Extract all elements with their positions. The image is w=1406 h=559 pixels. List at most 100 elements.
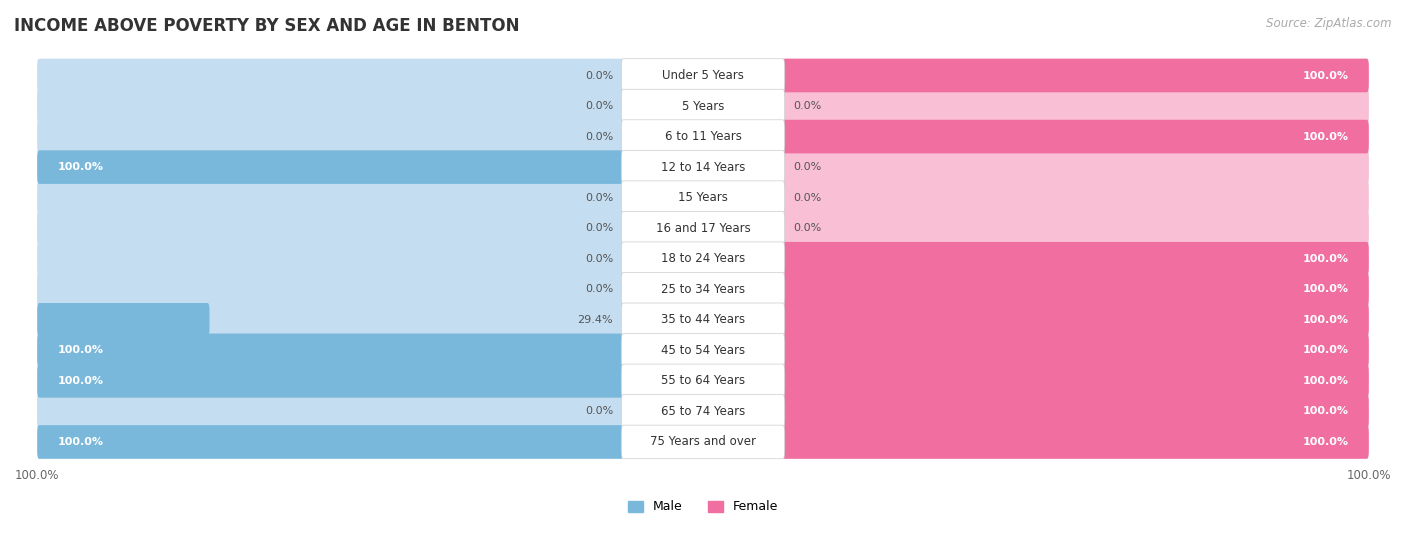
FancyBboxPatch shape — [621, 395, 785, 428]
Text: 0.0%: 0.0% — [585, 131, 613, 141]
Text: 0.0%: 0.0% — [793, 223, 821, 233]
Text: 0.0%: 0.0% — [585, 70, 613, 80]
FancyBboxPatch shape — [37, 303, 623, 337]
Text: 100.0%: 100.0% — [58, 162, 103, 172]
Text: 65 to 74 Years: 65 to 74 Years — [661, 405, 745, 418]
Text: 100.0%: 100.0% — [1303, 70, 1348, 80]
FancyBboxPatch shape — [37, 334, 623, 367]
Bar — [37, 335, 1369, 366]
Text: 0.0%: 0.0% — [793, 162, 821, 172]
FancyBboxPatch shape — [783, 425, 1369, 459]
Bar — [37, 427, 1369, 457]
Text: 0.0%: 0.0% — [585, 223, 613, 233]
FancyBboxPatch shape — [621, 425, 785, 459]
Bar — [37, 152, 1369, 182]
FancyBboxPatch shape — [783, 303, 1369, 337]
Bar — [37, 244, 1369, 274]
FancyBboxPatch shape — [783, 395, 1369, 428]
FancyBboxPatch shape — [621, 242, 785, 276]
FancyBboxPatch shape — [783, 242, 1369, 276]
FancyBboxPatch shape — [37, 150, 623, 184]
FancyBboxPatch shape — [783, 272, 1369, 306]
FancyBboxPatch shape — [37, 272, 623, 306]
FancyBboxPatch shape — [37, 334, 623, 367]
FancyBboxPatch shape — [621, 59, 785, 92]
FancyBboxPatch shape — [783, 181, 1369, 215]
Text: 100.0%: 100.0% — [1303, 315, 1348, 325]
Text: 29.4%: 29.4% — [578, 315, 613, 325]
FancyBboxPatch shape — [37, 242, 623, 276]
Text: 35 to 44 Years: 35 to 44 Years — [661, 313, 745, 326]
Text: 25 to 34 Years: 25 to 34 Years — [661, 283, 745, 296]
Bar — [37, 274, 1369, 305]
Text: 100.0%: 100.0% — [1303, 345, 1348, 356]
FancyBboxPatch shape — [37, 181, 623, 215]
FancyBboxPatch shape — [621, 303, 785, 337]
FancyBboxPatch shape — [783, 364, 1369, 397]
FancyBboxPatch shape — [783, 334, 1369, 367]
Text: Under 5 Years: Under 5 Years — [662, 69, 744, 82]
FancyBboxPatch shape — [37, 425, 623, 459]
FancyBboxPatch shape — [37, 211, 623, 245]
Text: 75 Years and over: 75 Years and over — [650, 435, 756, 448]
Text: 100.0%: 100.0% — [58, 345, 103, 356]
Bar — [37, 91, 1369, 121]
Text: 100.0%: 100.0% — [1303, 406, 1348, 416]
Bar — [37, 121, 1369, 152]
Text: 0.0%: 0.0% — [585, 101, 613, 111]
FancyBboxPatch shape — [37, 364, 623, 397]
FancyBboxPatch shape — [37, 395, 623, 428]
FancyBboxPatch shape — [37, 303, 209, 337]
FancyBboxPatch shape — [37, 120, 623, 153]
Text: 0.0%: 0.0% — [585, 285, 613, 294]
FancyBboxPatch shape — [621, 334, 785, 367]
Text: 100.0%: 100.0% — [58, 437, 103, 447]
Bar — [37, 305, 1369, 335]
Text: 0.0%: 0.0% — [793, 101, 821, 111]
Text: 6 to 11 Years: 6 to 11 Years — [665, 130, 741, 143]
Text: 100.0%: 100.0% — [1303, 376, 1348, 386]
FancyBboxPatch shape — [783, 425, 1369, 459]
Text: 0.0%: 0.0% — [585, 254, 613, 264]
FancyBboxPatch shape — [783, 242, 1369, 276]
FancyBboxPatch shape — [783, 150, 1369, 184]
Text: 15 Years: 15 Years — [678, 191, 728, 204]
FancyBboxPatch shape — [621, 120, 785, 153]
FancyBboxPatch shape — [37, 364, 623, 397]
FancyBboxPatch shape — [783, 395, 1369, 428]
Text: 45 to 54 Years: 45 to 54 Years — [661, 344, 745, 357]
FancyBboxPatch shape — [783, 120, 1369, 153]
FancyBboxPatch shape — [783, 272, 1369, 306]
FancyBboxPatch shape — [783, 364, 1369, 397]
FancyBboxPatch shape — [37, 89, 623, 123]
Text: 0.0%: 0.0% — [585, 193, 613, 203]
Text: 0.0%: 0.0% — [793, 193, 821, 203]
Bar — [37, 213, 1369, 244]
FancyBboxPatch shape — [783, 59, 1369, 92]
Bar — [37, 60, 1369, 91]
Legend: Male, Female: Male, Female — [623, 495, 783, 518]
Text: 100.0%: 100.0% — [1303, 254, 1348, 264]
FancyBboxPatch shape — [621, 89, 785, 123]
FancyBboxPatch shape — [621, 272, 785, 306]
FancyBboxPatch shape — [621, 150, 785, 184]
Text: 12 to 14 Years: 12 to 14 Years — [661, 160, 745, 174]
Text: 100.0%: 100.0% — [1303, 285, 1348, 294]
Text: 0.0%: 0.0% — [585, 406, 613, 416]
FancyBboxPatch shape — [37, 150, 623, 184]
Text: 55 to 64 Years: 55 to 64 Years — [661, 375, 745, 387]
Text: 16 and 17 Years: 16 and 17 Years — [655, 222, 751, 235]
FancyBboxPatch shape — [621, 181, 785, 215]
FancyBboxPatch shape — [783, 211, 1369, 245]
Text: 5 Years: 5 Years — [682, 100, 724, 112]
FancyBboxPatch shape — [621, 211, 785, 245]
Bar — [37, 182, 1369, 213]
Text: 100.0%: 100.0% — [58, 376, 103, 386]
Text: INCOME ABOVE POVERTY BY SEX AND AGE IN BENTON: INCOME ABOVE POVERTY BY SEX AND AGE IN B… — [14, 17, 520, 35]
FancyBboxPatch shape — [783, 89, 1369, 123]
FancyBboxPatch shape — [783, 303, 1369, 337]
Text: 100.0%: 100.0% — [1303, 437, 1348, 447]
Text: 18 to 24 Years: 18 to 24 Years — [661, 252, 745, 265]
FancyBboxPatch shape — [783, 59, 1369, 92]
FancyBboxPatch shape — [37, 59, 623, 92]
